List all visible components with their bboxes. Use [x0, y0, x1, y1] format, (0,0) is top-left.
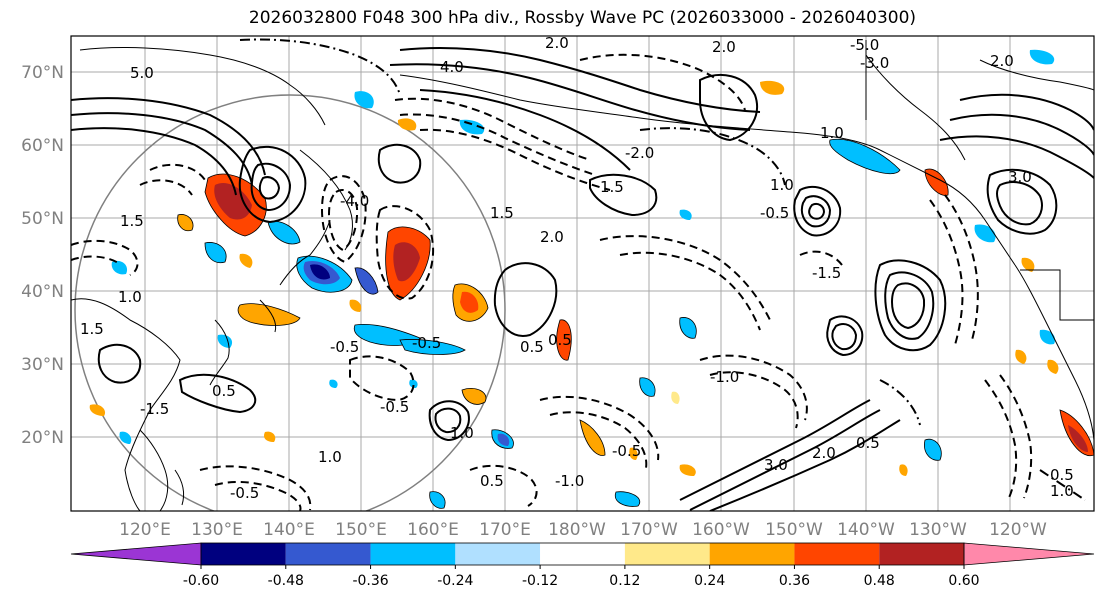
- contour-label: -1.5: [140, 400, 169, 418]
- lon-label-130w: 130°W: [909, 520, 967, 540]
- colorbar-swatch: [201, 543, 286, 565]
- contour-label: 1.0: [1050, 482, 1074, 500]
- lon-label-160w: 160°W: [692, 520, 750, 540]
- contour-label: 1.5: [490, 204, 514, 222]
- lon-label-130e: 130°E: [191, 520, 243, 540]
- contour-label: 1.0: [450, 424, 474, 442]
- colorbar-swatch: [455, 543, 541, 565]
- contour-label: 4.0: [440, 58, 464, 76]
- contour-label: 5.0: [130, 64, 154, 82]
- lat-label-40n: 40°N: [21, 282, 64, 302]
- contour-label: 0.5: [520, 338, 544, 356]
- contour-label: 1.0: [770, 176, 794, 194]
- contour-label: 2.0: [712, 38, 736, 56]
- negative-divergence-fill: [111, 49, 1056, 509]
- lon-label-140e: 140°E: [263, 520, 315, 540]
- contour-label: -4.0: [340, 192, 369, 210]
- lat-label-70n: 70°N: [21, 63, 64, 83]
- lat-label-30n: 30°N: [21, 355, 64, 375]
- contour-label: -3.0: [860, 54, 889, 72]
- contour-label: 2.0: [812, 444, 836, 462]
- lat-label-50n: 50°N: [21, 209, 64, 229]
- contour-label: 1.0: [820, 124, 844, 142]
- colorbar-swatch: [879, 543, 964, 565]
- colorbar-swatch: [285, 543, 371, 565]
- contour-label: 0.5: [1050, 466, 1074, 484]
- contour-label: 1.5: [80, 320, 104, 338]
- colorbar-tick-label: -0.60: [183, 573, 219, 589]
- lon-label-140w: 140°W: [837, 520, 895, 540]
- contour-label: -0.5: [612, 442, 641, 460]
- contour-label: 2.0: [540, 228, 564, 246]
- contour-label: -0.5: [230, 484, 259, 502]
- map-title: 2026032800 F048 300 hPa div., Rossby Wav…: [248, 8, 917, 28]
- contour-label: 3.0: [764, 456, 788, 474]
- contour-label: 1.5: [120, 212, 144, 230]
- colorbar-outline: [200, 542, 965, 566]
- colorbar-swatch: [370, 543, 456, 565]
- colorbar-swatch: [624, 543, 710, 565]
- map-frame: [70, 35, 1095, 512]
- positive-contours: [71, 47, 1094, 511]
- colorbar-tick-label: -0.36: [352, 573, 388, 589]
- coastlines: [71, 40, 1094, 511]
- colorbar-extend-low: [70, 542, 202, 566]
- lon-label-120w: 120°W: [989, 520, 1047, 540]
- lon-label-150e: 150°E: [335, 520, 387, 540]
- colorbar-swatch: [540, 543, 625, 565]
- region-circle: [74, 94, 506, 511]
- longitude-labels: 120°E 130°E 140°E 150°E 160°E 170°E 180°…: [119, 520, 1047, 540]
- colorbar-tick-label: 0.60: [948, 573, 979, 589]
- contour-label: 3.0: [1008, 168, 1032, 186]
- lon-label-160e: 160°E: [407, 520, 459, 540]
- contour-label: 1.0: [118, 288, 142, 306]
- colorbar-tick-label: 0.36: [779, 573, 810, 589]
- contour-label: 0.5: [856, 434, 880, 452]
- contour-label: 0.5: [480, 472, 504, 490]
- contour-label: -1.5: [812, 264, 841, 282]
- lat-label-60n: 60°N: [21, 136, 64, 156]
- lon-label-120e: 120°E: [119, 520, 171, 540]
- contour-labels: 5.0 2.0 4.0 2.0 -5.0 -3.0 -4.0 1.5 2.0 1…: [80, 34, 1074, 502]
- colorbar-tick-label: -0.24: [437, 573, 473, 589]
- colorbar-tick-label: -0.48: [268, 573, 304, 589]
- contour-label: 1.5: [600, 178, 624, 196]
- positive-divergence-fill: [89, 80, 1094, 476]
- contour-label: -0.5: [380, 398, 409, 416]
- colorbar-swatch: [794, 543, 880, 565]
- contour-label: -0.5: [760, 204, 789, 222]
- latitude-labels: 70°N 60°N 50°N 40°N 30°N 20°N: [21, 63, 64, 448]
- contour-label: -1.0: [555, 472, 584, 490]
- contour-label: 0.5: [548, 331, 572, 349]
- contour-label: 2.0: [545, 34, 569, 52]
- colorbar-tick-label: 0.24: [694, 573, 725, 589]
- contour-label: 2.0: [990, 52, 1014, 70]
- dashdot-contours: [239, 38, 1086, 501]
- contour-label: 1.0: [318, 448, 342, 466]
- colorbar-tick-label: 0.48: [864, 573, 895, 589]
- contour-label: 0.5: [212, 382, 236, 400]
- lon-label-170w: 170°W: [620, 520, 678, 540]
- lon-label-150w: 150°W: [765, 520, 823, 540]
- colorbar-swatch: [709, 543, 795, 565]
- lat-label-20n: 20°N: [21, 428, 64, 448]
- contour-label: -0.5: [412, 334, 441, 352]
- contour-label: -5.0: [850, 36, 879, 54]
- colorbar-tick-label: 0.12: [609, 573, 640, 589]
- contour-label: -0.5: [330, 338, 359, 356]
- colorbar-extend-high: [963, 542, 1095, 566]
- contour-label: -2.0: [625, 144, 654, 162]
- colorbar-tick-label: -0.12: [522, 573, 558, 589]
- contour-label: -1.0: [710, 368, 739, 386]
- lon-label-170e: 170°E: [479, 520, 531, 540]
- lon-label-180w: 180°W: [548, 520, 606, 540]
- negative-contours: [71, 53, 1033, 511]
